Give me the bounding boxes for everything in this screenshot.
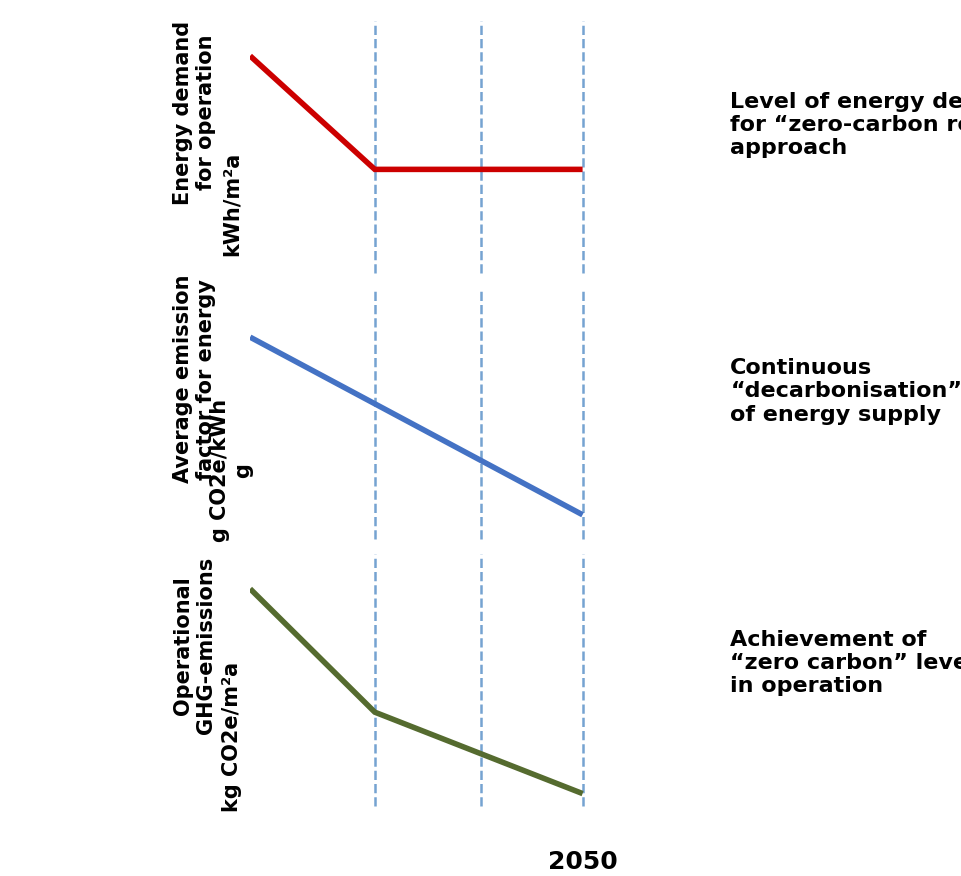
Text: Average emission
factor for energy: Average emission factor for energy: [173, 275, 216, 484]
Text: Continuous
“decarbonisation”
of energy supply: Continuous “decarbonisation” of energy s…: [729, 358, 961, 425]
Text: Energy demand
for operation: Energy demand for operation: [173, 20, 216, 205]
Text: 2050: 2050: [547, 851, 617, 874]
Text: Level of energy demand
for “zero-carbon ready”
approach: Level of energy demand for “zero-carbon …: [729, 92, 961, 159]
Text: Operational
GHG-emissions: Operational GHG-emissions: [173, 557, 216, 734]
Text: g CO2e/kWh
g: g CO2e/kWh g: [209, 399, 253, 542]
Text: Achievement of
“zero carbon” level
in operation: Achievement of “zero carbon” level in op…: [729, 630, 961, 696]
Text: kWh/m²a: kWh/m²a: [221, 152, 241, 256]
Text: kg CO2e/m²a: kg CO2e/m²a: [221, 661, 241, 812]
